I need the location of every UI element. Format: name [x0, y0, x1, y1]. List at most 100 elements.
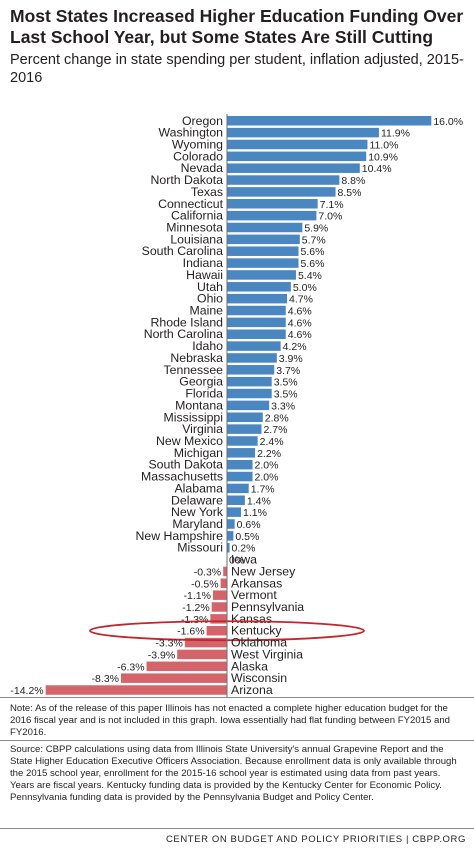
- value-label: 0%: [229, 555, 244, 567]
- category-label: West Virginia: [231, 647, 303, 661]
- bar: [227, 519, 235, 529]
- chart-title: Most States Increased Higher Education F…: [10, 6, 464, 47]
- value-label: 4.6%: [288, 306, 312, 318]
- category-label: South Dakota: [148, 458, 223, 472]
- value-label: -14.2%: [10, 685, 43, 697]
- category-label: North Carolina: [144, 327, 223, 341]
- value-label: 3.5%: [274, 389, 298, 401]
- category-label: Delaware: [171, 493, 223, 507]
- value-label: 5.9%: [304, 222, 328, 234]
- bar: [227, 246, 299, 256]
- category-label: Massachusetts: [141, 470, 223, 484]
- value-label: 3.3%: [271, 400, 295, 412]
- category-label: Washington: [159, 126, 224, 140]
- bar: [220, 578, 227, 589]
- category-label: North Dakota: [151, 173, 224, 187]
- value-label: 0.6%: [237, 519, 261, 531]
- value-label: 2.4%: [260, 436, 284, 448]
- value-label: 1.4%: [247, 495, 271, 507]
- divider: [0, 697, 474, 698]
- bar: [227, 210, 317, 221]
- bar: [227, 365, 275, 375]
- bar: [45, 685, 227, 695]
- category-label: Missouri: [177, 541, 223, 555]
- bar: [227, 448, 256, 458]
- category-label: Nebraska: [170, 351, 223, 365]
- bar: [227, 376, 272, 387]
- bar-chart: Oregon 16.0% Washington 11.9% Wyoming 11.0% Co…: [10, 114, 463, 698]
- bar: [227, 329, 286, 339]
- value-label: -8.3%: [92, 673, 119, 685]
- value-label: -1.1%: [184, 590, 211, 602]
- category-label: Nevada: [181, 161, 224, 175]
- divider: [0, 740, 474, 741]
- bar: [227, 258, 299, 268]
- category-label: Alaska: [231, 659, 268, 673]
- labels-group: Oregon 16.0% Washington 11.9% Wyoming 11.0% Co…: [10, 114, 463, 698]
- category-label: Oregon: [182, 114, 223, 128]
- value-label: 5.4%: [298, 270, 322, 282]
- value-label: 7.1%: [320, 199, 344, 211]
- bar: [227, 163, 360, 173]
- value-label: 0.2%: [232, 543, 256, 555]
- category-label: Colorado: [173, 149, 223, 163]
- category-label: Mississippi: [164, 410, 223, 424]
- value-label: -1.6%: [177, 626, 204, 638]
- value-label: 16.0%: [433, 116, 463, 128]
- value-label: 2.0%: [255, 460, 279, 472]
- bar: [227, 400, 270, 411]
- value-label: 4.6%: [288, 329, 312, 341]
- category-label: Rhode Island: [151, 315, 224, 329]
- category-label: Vermont: [231, 588, 277, 602]
- bar: [184, 637, 227, 648]
- value-label: 3.9%: [279, 353, 303, 365]
- value-label: 11.0%: [369, 139, 398, 151]
- bar: [227, 353, 277, 363]
- bar: [121, 673, 227, 683]
- bar: [227, 341, 281, 351]
- bar: [206, 625, 227, 636]
- bars-group: [45, 116, 432, 695]
- bar: [227, 293, 288, 304]
- bar: [227, 495, 245, 506]
- bar: [223, 566, 227, 577]
- value-label: 2.8%: [265, 412, 289, 424]
- bar: [227, 424, 262, 434]
- category-label: Georgia: [179, 375, 223, 389]
- bar: [227, 127, 379, 138]
- value-label: 1.1%: [243, 507, 267, 519]
- value-label: 5.7%: [302, 234, 326, 246]
- bar: [227, 187, 336, 197]
- value-label: -6.3%: [117, 661, 144, 673]
- value-label: 4.2%: [283, 341, 307, 353]
- divider: [0, 828, 474, 829]
- category-label: Utah: [197, 280, 223, 294]
- category-label: Arkansas: [231, 576, 282, 590]
- category-label: Louisiana: [170, 232, 223, 246]
- footer-credit: CENTER ON BUDGET AND POLICY PRIORITIES |…: [165, 834, 466, 845]
- bar: [177, 649, 227, 660]
- value-label: 2.7%: [263, 424, 287, 436]
- bar: [227, 270, 296, 280]
- category-label: Tennessee: [164, 363, 224, 377]
- value-label: 0.5%: [235, 531, 259, 543]
- category-label: Montana: [175, 398, 223, 412]
- bar: [227, 388, 272, 399]
- bar: [227, 151, 367, 162]
- category-label: California: [171, 209, 223, 223]
- bar: [227, 234, 300, 245]
- category-label: New Hampshire: [136, 529, 224, 543]
- category-label: Florida: [185, 387, 223, 401]
- note-text: Note: As of the release of this paper Il…: [10, 703, 451, 738]
- value-label: 3.7%: [276, 365, 300, 377]
- category-label: Kentucky: [231, 624, 282, 638]
- bar: [227, 139, 368, 150]
- category-label: Minnesota: [166, 220, 223, 234]
- value-label: -1.3%: [181, 614, 208, 626]
- bar: [227, 412, 263, 422]
- category-label: Oklahoma: [231, 636, 287, 650]
- value-label: 8.8%: [341, 175, 365, 187]
- bar: [227, 222, 303, 233]
- value-label: -3.3%: [155, 638, 182, 650]
- category-label: Alabama: [174, 481, 223, 495]
